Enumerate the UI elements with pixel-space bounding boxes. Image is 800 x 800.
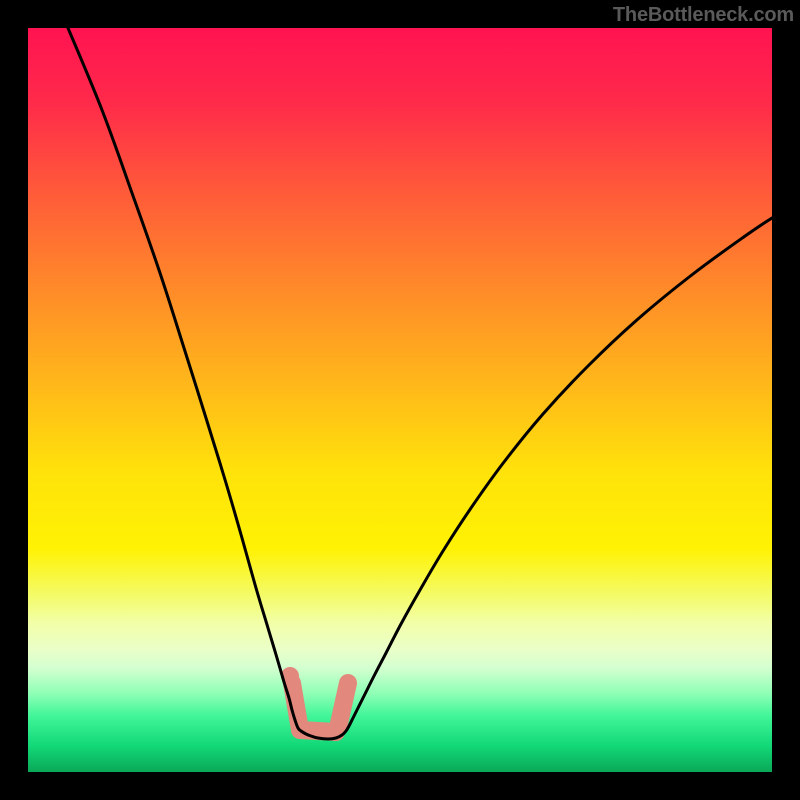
- chart-plot-area: [28, 28, 772, 772]
- bottleneck-curve: [68, 28, 772, 739]
- chart-curves-layer: [28, 28, 772, 772]
- chart-outer-frame: TheBottleneck.com: [0, 0, 800, 800]
- watermark-text: TheBottleneck.com: [613, 4, 794, 27]
- overlay-mark-3: [338, 683, 348, 728]
